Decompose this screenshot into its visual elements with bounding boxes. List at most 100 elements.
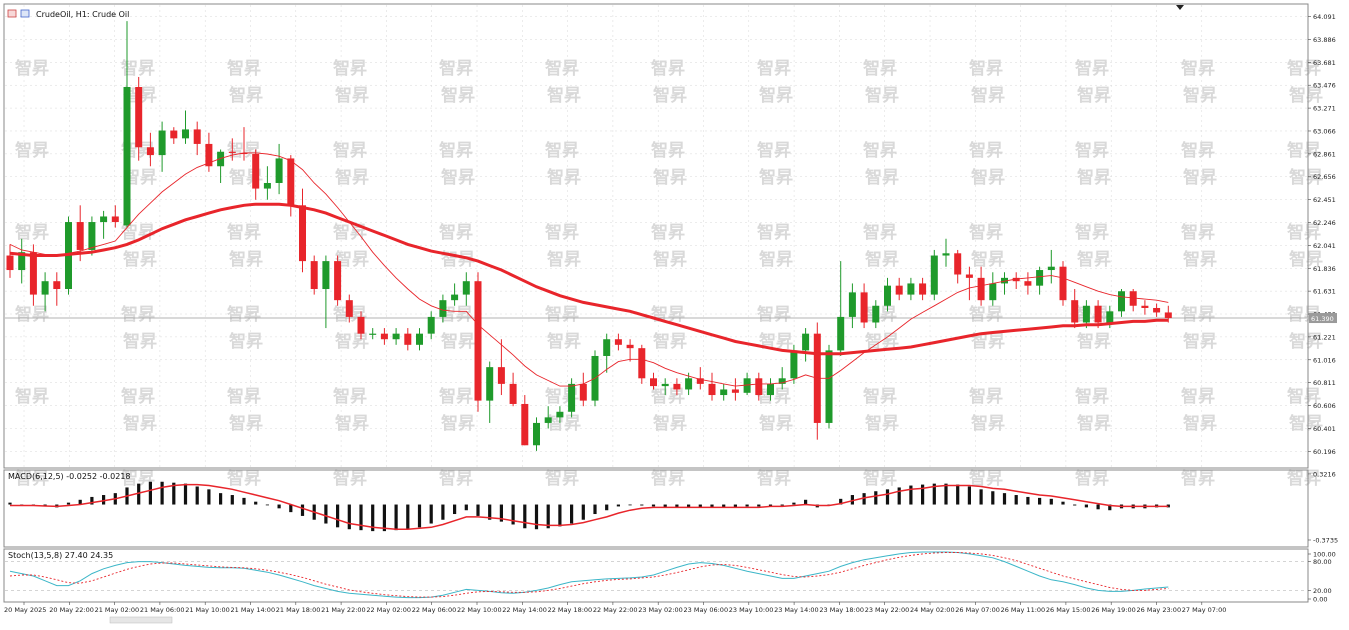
stoch-tick-label: 20.00: [1313, 587, 1332, 595]
macd-histogram-bar: [523, 504, 527, 529]
macd-histogram-bar: [651, 504, 656, 507]
watermark-text: 智昇: [863, 58, 897, 79]
watermark-text: 智昇: [441, 331, 475, 352]
indicator-icon[interactable]: [20, 9, 30, 18]
macd-panel-frame: [3, 469, 1309, 548]
macd-histogram-bar: [1002, 493, 1007, 505]
watermark-text: 智昇: [1077, 249, 1111, 270]
stoch-title: Stoch(13,5,8) 27.40 24.35: [8, 551, 113, 560]
chart-type-icon[interactable]: [7, 9, 17, 18]
watermark-text: 智昇: [1181, 468, 1215, 489]
time-tick-label: 22 May 18:00: [548, 606, 593, 614]
macd-histogram-bar: [850, 495, 854, 505]
candle-body: [135, 87, 143, 148]
watermark-text: 智昇: [759, 413, 793, 434]
watermark-text: 智昇: [15, 140, 49, 161]
watermark-text: 智昇: [333, 386, 367, 407]
watermark-text: 智昇: [757, 58, 791, 79]
price-tick-label: 63.271: [1313, 105, 1336, 113]
candle-body: [357, 316, 365, 334]
candle-body: [404, 333, 412, 345]
watermark-text: 智昇: [969, 58, 1003, 79]
macd-histogram-bar: [570, 504, 574, 524]
macd-histogram-bar: [1061, 501, 1065, 505]
candle-body: [392, 333, 400, 340]
macd-histogram-bar: [628, 504, 632, 506]
watermark-text: 智昇: [1181, 58, 1215, 79]
candle-body: [462, 281, 470, 295]
watermark-text: 智昇: [969, 468, 1003, 489]
candle-body: [942, 253, 950, 256]
macd-histogram-bar: [862, 493, 866, 505]
watermark-text: 智昇: [439, 222, 473, 243]
candle-body: [848, 292, 856, 317]
candle-body: [228, 151, 236, 153]
watermark-text: 智昇: [1289, 167, 1323, 188]
horizontal-scrollbar[interactable]: [109, 616, 173, 624]
macd-tick-label: -0.3735: [1313, 537, 1338, 545]
watermark-text: 智昇: [15, 468, 49, 489]
watermark-text: 智昇: [1289, 249, 1323, 270]
watermark-text: 智昇: [757, 386, 791, 407]
candle-body: [1118, 291, 1125, 312]
candle-body: [743, 378, 751, 393]
candle-body: [275, 158, 283, 183]
watermark-text: 智昇: [333, 140, 367, 161]
watermark-text: 智昇: [123, 331, 157, 352]
time-tick-label: 26 May 15:00: [1046, 606, 1091, 614]
watermark-text: 智昇: [1075, 304, 1109, 325]
macd-histogram-bar: [967, 486, 971, 505]
macd-histogram-bar: [780, 504, 784, 506]
watermark-text: 智昇: [123, 249, 157, 270]
candle-body: [930, 255, 938, 295]
macd-histogram-bar: [90, 496, 94, 505]
candle-body: [1082, 305, 1090, 323]
candle-body: [217, 151, 225, 167]
price-tick-label: 64.091: [1313, 13, 1336, 21]
moving-averages: [9, 152, 1169, 387]
macd-histogram-bar: [722, 504, 726, 508]
watermark-text: 智昇: [333, 222, 367, 243]
price-tick-label: 60.196: [1313, 448, 1336, 456]
macd-histogram-bar: [546, 504, 550, 529]
watermark-text: 智昇: [1183, 249, 1217, 270]
watermark-text: 智昇: [439, 386, 473, 407]
candle-body: [509, 383, 517, 404]
watermark-text: 智昇: [545, 468, 579, 489]
watermark-text: 智昇: [1287, 468, 1321, 489]
candle-body: [989, 283, 997, 301]
macd-histogram-bar: [242, 497, 246, 505]
watermark-text: 智昇: [865, 249, 899, 270]
candle-body: [252, 153, 260, 189]
candle-body: [614, 339, 622, 345]
candle-body: [1024, 281, 1032, 286]
watermark-text: 智昇: [1287, 222, 1321, 243]
candle-body: [790, 350, 798, 379]
candle-body: [310, 261, 318, 290]
macd-histogram-bar: [979, 489, 983, 505]
shift-marker-icon[interactable]: [1176, 5, 1184, 10]
macd-signal-line: [10, 483, 1169, 530]
watermark-text: 智昇: [969, 386, 1003, 407]
stoch-tick-label: 100.00: [1313, 551, 1336, 559]
price-tick-label: 61.836: [1313, 265, 1336, 273]
watermark-text: 智昇: [1289, 85, 1323, 106]
watermark-text: 智昇: [15, 58, 49, 79]
macd-histogram-bar: [640, 504, 644, 506]
candle-body: [334, 261, 342, 301]
candle-body: [778, 378, 786, 384]
watermark-text: 智昇: [227, 222, 261, 243]
watermark-text: 智昇: [335, 331, 369, 352]
macd-histogram-bar: [382, 504, 386, 532]
y-axis-ticks: 64.091 63.886 63.681 63.476 63.271 63.066 62.8…: [1308, 13, 1338, 604]
price-tick-label: 63.886: [1313, 36, 1336, 44]
macd-histogram-bar: [464, 504, 468, 511]
watermark-text: 智昇: [1287, 58, 1321, 79]
time-tick-label: 26 May 11:00: [1001, 606, 1046, 614]
macd-histogram-bar: [441, 504, 445, 520]
macd-histogram-bar: [710, 504, 714, 508]
price-tick-label: 62.041: [1313, 242, 1336, 250]
macd-histogram-bar: [160, 481, 164, 505]
watermark-text: 智昇: [227, 468, 261, 489]
